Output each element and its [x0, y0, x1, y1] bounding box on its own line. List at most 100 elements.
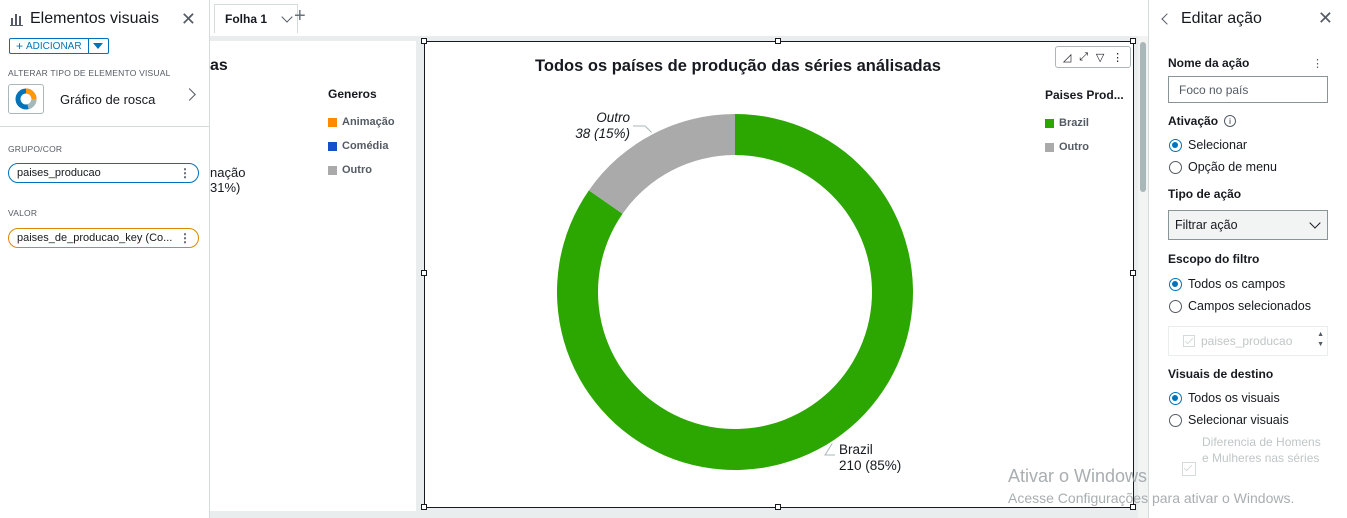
radio-opcao-menu[interactable]: Opção de menu: [1169, 160, 1277, 174]
slice-label-value: 31%): [210, 180, 241, 195]
visual-toolbar: ◿ ⤢ ▽ ⋮: [1055, 46, 1131, 68]
visuals-panel: Elementos visuais ✕ + ADICIONAR ALTERAR T…: [0, 0, 210, 518]
value-field-pill[interactable]: paises_de_producao_key (Co... ⋮: [8, 228, 199, 248]
legend-label: Comédia: [342, 140, 389, 152]
slice-label-name: nação: [210, 165, 246, 180]
group-field-pill[interactable]: paises_producao ⋮: [8, 163, 199, 183]
resize-handle[interactable]: [1130, 38, 1136, 44]
resize-handle[interactable]: [775, 504, 781, 510]
radio-label: Campos selecionados: [1188, 299, 1311, 313]
visual-type-selector[interactable]: Gráfico de rosca: [8, 83, 202, 115]
radio-label: Selecionar visuais: [1188, 413, 1289, 427]
legend-label: Brazil: [1059, 117, 1089, 129]
expand-icon[interactable]: ⤢: [1079, 50, 1088, 63]
visuals-panel-title: Elementos visuais: [30, 10, 159, 27]
chevron-down-icon: [1309, 217, 1321, 229]
slice-label-outro-value: 38 (15%): [575, 126, 630, 141]
edit-action-header: Editar ação: [1161, 10, 1262, 28]
radio-button[interactable]: [1169, 299, 1182, 313]
leader-line-outro: [633, 125, 653, 133]
spinner-icon: ▲ ▼: [1317, 331, 1324, 348]
legend-item[interactable]: Comédia: [328, 140, 388, 152]
action-type-label: Tipo de ação: [1168, 187, 1242, 201]
radio-button-checked[interactable]: [1169, 138, 1182, 152]
add-visual-button[interactable]: + ADICIONAR: [9, 38, 89, 54]
action-type-select[interactable]: Filtrar ação: [1168, 210, 1328, 240]
legend-swatch: [328, 141, 337, 151]
legend-label: Outro: [1059, 141, 1089, 153]
more-vertical-icon[interactable]: ⋮: [179, 231, 191, 245]
group-color-label: GRUPO/COR: [8, 144, 63, 154]
radio-button-checked[interactable]: [1169, 391, 1182, 405]
add-dropdown-button[interactable]: [88, 38, 109, 54]
radio-selecionar-visuais[interactable]: Selecionar visuais: [1169, 413, 1289, 427]
legend-item-outro[interactable]: Outro: [1045, 141, 1089, 153]
resize-handle[interactable]: [1130, 504, 1136, 510]
genre-visual[interactable]: as Generos Animação Comédia Outro nação …: [210, 41, 416, 511]
legend-swatch: [1045, 118, 1054, 128]
target-visual-item-disabled: Diferencia de Homens e Mulheres nas séri…: [1182, 435, 1321, 476]
edit-action-panel: Editar ação ✕ Nome da ação ⋮ Foco no paí…: [1148, 0, 1347, 518]
scrollbar-thumb[interactable]: [1140, 42, 1146, 192]
filter-icon[interactable]: ▽: [1095, 51, 1105, 64]
slice-label-brazil-name: Brazil: [839, 442, 873, 457]
info-icon[interactable]: i: [1224, 115, 1237, 127]
legend-swatch: [328, 165, 337, 175]
visual-type-name: Gráfico de rosca: [60, 91, 156, 107]
radio-selecionar[interactable]: Selecionar: [1169, 138, 1247, 152]
resize-handle[interactable]: [421, 38, 427, 44]
chevron-down-icon[interactable]: [281, 11, 293, 23]
canvas-scrollbar[interactable]: [1138, 36, 1148, 518]
resize-handle[interactable]: [421, 504, 427, 510]
more-vertical-icon[interactable]: ⋮: [1312, 58, 1323, 70]
change-type-label: ALTERAR TIPO DE ELEMENTO VISUAL: [8, 68, 171, 78]
activation-label-row: Ativação i: [1168, 114, 1237, 128]
leader-line-brazil: [824, 443, 835, 456]
resize-handle[interactable]: [775, 38, 781, 44]
more-icon[interactable]: ⋮: [1112, 51, 1124, 64]
radio-campos-selecionados[interactable]: Campos selecionados: [1169, 299, 1311, 313]
genre-visual-title: as: [210, 57, 228, 74]
country-donut-visual[interactable]: Todos os países de produção das séries a…: [424, 41, 1134, 508]
sheet-tabs: Folha 1 +: [210, 0, 1148, 36]
genre-legend-title: Generos: [328, 87, 377, 101]
windows-activation-watermark-title: Ativar o Windows: [1008, 466, 1148, 486]
resize-handle[interactable]: [1130, 270, 1136, 276]
radio-button[interactable]: [1169, 160, 1182, 174]
chart-type-icon[interactable]: ◿: [1062, 51, 1072, 64]
more-vertical-icon[interactable]: ⋮: [179, 166, 191, 180]
tab-folha-1[interactable]: Folha 1: [214, 4, 298, 33]
action-name-input[interactable]: Foco no país: [1168, 76, 1328, 103]
disabled-visual-name: Diferencia de Homens e Mulheres nas séri…: [1202, 435, 1321, 465]
donut-slice-outro[interactable]: [588, 114, 735, 214]
radio-button[interactable]: [1169, 413, 1182, 427]
action-type-value: Filtrar ação: [1175, 218, 1238, 232]
radio-todos-visuais[interactable]: Todos os visuais: [1169, 391, 1280, 405]
radio-label: Todos os visuais: [1188, 391, 1280, 405]
back-icon[interactable]: [1161, 13, 1173, 25]
checkbox-disabled: [1183, 335, 1195, 347]
resize-handle[interactable]: [421, 270, 427, 276]
target-visuals-label: Visuais de destino: [1168, 367, 1274, 381]
legend-item[interactable]: Outro: [328, 164, 372, 176]
radio-button-checked[interactable]: [1169, 277, 1182, 291]
bar-chart-icon: [10, 14, 23, 26]
analysis-canvas: as Generos Animação Comédia Outro nação …: [210, 36, 1148, 518]
tab-label: Folha 1: [225, 12, 268, 26]
legend-item[interactable]: Animação: [328, 116, 395, 128]
close-icon[interactable]: ✕: [180, 9, 196, 29]
slice-label-outro-name: Outro: [596, 110, 630, 125]
add-sheet-icon[interactable]: +: [294, 5, 306, 27]
radio-todos-campos[interactable]: Todos os campos: [1169, 277, 1285, 291]
legend-label: Animação: [342, 116, 395, 128]
edit-action-title: Editar ação: [1181, 10, 1262, 27]
add-visual-group: + ADICIONAR: [9, 38, 109, 54]
chevron-right-icon: [183, 88, 196, 101]
windows-activation-watermark-text: Acesse Configurações para ativar o Windo…: [1008, 490, 1295, 506]
action-name-value: Foco no país: [1179, 82, 1249, 97]
visuals-panel-header: Elementos visuais ✕: [10, 9, 200, 29]
close-icon[interactable]: ✕: [1317, 8, 1333, 28]
disabled-field-name: paises_producao: [1201, 334, 1293, 348]
legend-item-brazil[interactable]: Brazil: [1045, 117, 1089, 129]
donut-chart-icon: [8, 84, 44, 114]
